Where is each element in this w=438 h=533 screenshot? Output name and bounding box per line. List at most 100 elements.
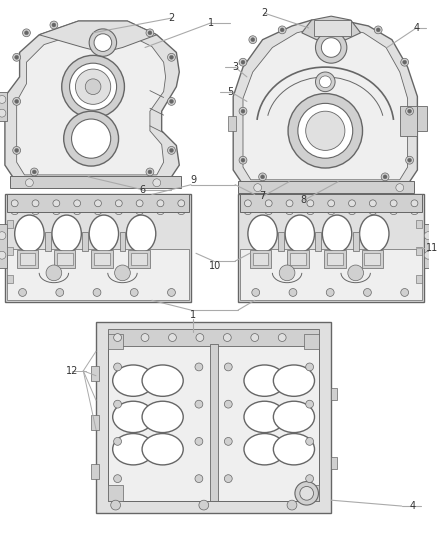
Circle shape	[295, 482, 318, 505]
Bar	[304, 334, 319, 349]
Circle shape	[157, 200, 164, 207]
Circle shape	[56, 288, 64, 296]
Circle shape	[396, 184, 404, 191]
Bar	[7, 275, 13, 282]
Circle shape	[279, 265, 295, 281]
Circle shape	[148, 170, 152, 174]
Ellipse shape	[113, 365, 154, 397]
Circle shape	[403, 60, 406, 64]
Circle shape	[74, 200, 81, 207]
Bar	[240, 195, 422, 212]
Circle shape	[315, 32, 347, 63]
Circle shape	[278, 26, 286, 34]
Circle shape	[146, 29, 154, 37]
Text: 10: 10	[209, 261, 222, 271]
Bar	[82, 232, 88, 252]
Bar	[417, 106, 427, 131]
Bar	[120, 232, 125, 252]
Text: 7: 7	[259, 191, 266, 201]
Circle shape	[46, 265, 62, 281]
Circle shape	[408, 109, 412, 113]
Bar	[287, 251, 309, 268]
Ellipse shape	[142, 433, 183, 465]
Circle shape	[19, 288, 26, 296]
Text: 3: 3	[232, 62, 238, 72]
Circle shape	[408, 158, 412, 162]
Bar	[253, 253, 268, 265]
Bar	[91, 251, 113, 268]
Ellipse shape	[360, 215, 389, 252]
Bar	[128, 251, 150, 268]
Circle shape	[249, 36, 257, 44]
Circle shape	[321, 38, 341, 58]
Circle shape	[169, 334, 177, 342]
Circle shape	[252, 288, 260, 296]
Bar	[20, 253, 35, 265]
Bar	[250, 251, 272, 268]
Bar	[108, 329, 319, 346]
Circle shape	[136, 200, 143, 207]
Bar	[5, 195, 191, 302]
Circle shape	[62, 55, 124, 118]
Text: 2: 2	[261, 8, 268, 18]
Circle shape	[195, 400, 203, 408]
Circle shape	[298, 103, 353, 158]
Circle shape	[287, 500, 297, 510]
Circle shape	[71, 119, 111, 158]
Circle shape	[11, 200, 18, 207]
Bar	[91, 415, 99, 430]
Circle shape	[64, 111, 119, 166]
Bar	[290, 253, 306, 265]
Circle shape	[224, 438, 232, 445]
Bar	[304, 486, 319, 501]
Ellipse shape	[113, 401, 154, 433]
Polygon shape	[233, 20, 417, 185]
Circle shape	[239, 58, 247, 66]
Ellipse shape	[244, 401, 285, 433]
Ellipse shape	[248, 215, 277, 252]
Circle shape	[254, 184, 261, 191]
Circle shape	[32, 170, 36, 174]
Circle shape	[113, 363, 121, 371]
Circle shape	[113, 400, 121, 408]
Circle shape	[306, 111, 345, 150]
Circle shape	[94, 34, 112, 51]
Circle shape	[148, 31, 152, 35]
Bar	[96, 322, 331, 513]
Polygon shape	[5, 21, 179, 180]
Circle shape	[265, 200, 272, 207]
Circle shape	[30, 168, 38, 176]
Ellipse shape	[273, 433, 314, 465]
Circle shape	[25, 31, 28, 35]
Circle shape	[251, 334, 259, 342]
Bar	[108, 486, 124, 501]
Bar	[7, 249, 189, 300]
Circle shape	[15, 100, 19, 103]
Circle shape	[224, 363, 232, 371]
Circle shape	[146, 168, 154, 176]
Bar	[108, 334, 319, 501]
Circle shape	[196, 334, 204, 342]
Ellipse shape	[285, 215, 314, 252]
Bar	[0, 224, 7, 268]
Circle shape	[280, 28, 284, 32]
Circle shape	[349, 200, 355, 207]
Bar	[57, 253, 73, 265]
Circle shape	[13, 98, 21, 106]
Bar	[210, 344, 218, 501]
Circle shape	[93, 288, 101, 296]
Circle shape	[251, 38, 255, 42]
Circle shape	[168, 147, 175, 155]
Ellipse shape	[52, 215, 81, 252]
Circle shape	[141, 334, 149, 342]
Bar	[364, 253, 380, 265]
Circle shape	[406, 107, 413, 115]
Text: 9: 9	[190, 175, 196, 185]
Circle shape	[53, 200, 60, 207]
Bar	[10, 176, 181, 188]
Circle shape	[364, 288, 371, 296]
Bar	[54, 251, 75, 268]
Bar	[314, 20, 351, 36]
Bar	[327, 253, 343, 265]
Ellipse shape	[15, 215, 44, 252]
